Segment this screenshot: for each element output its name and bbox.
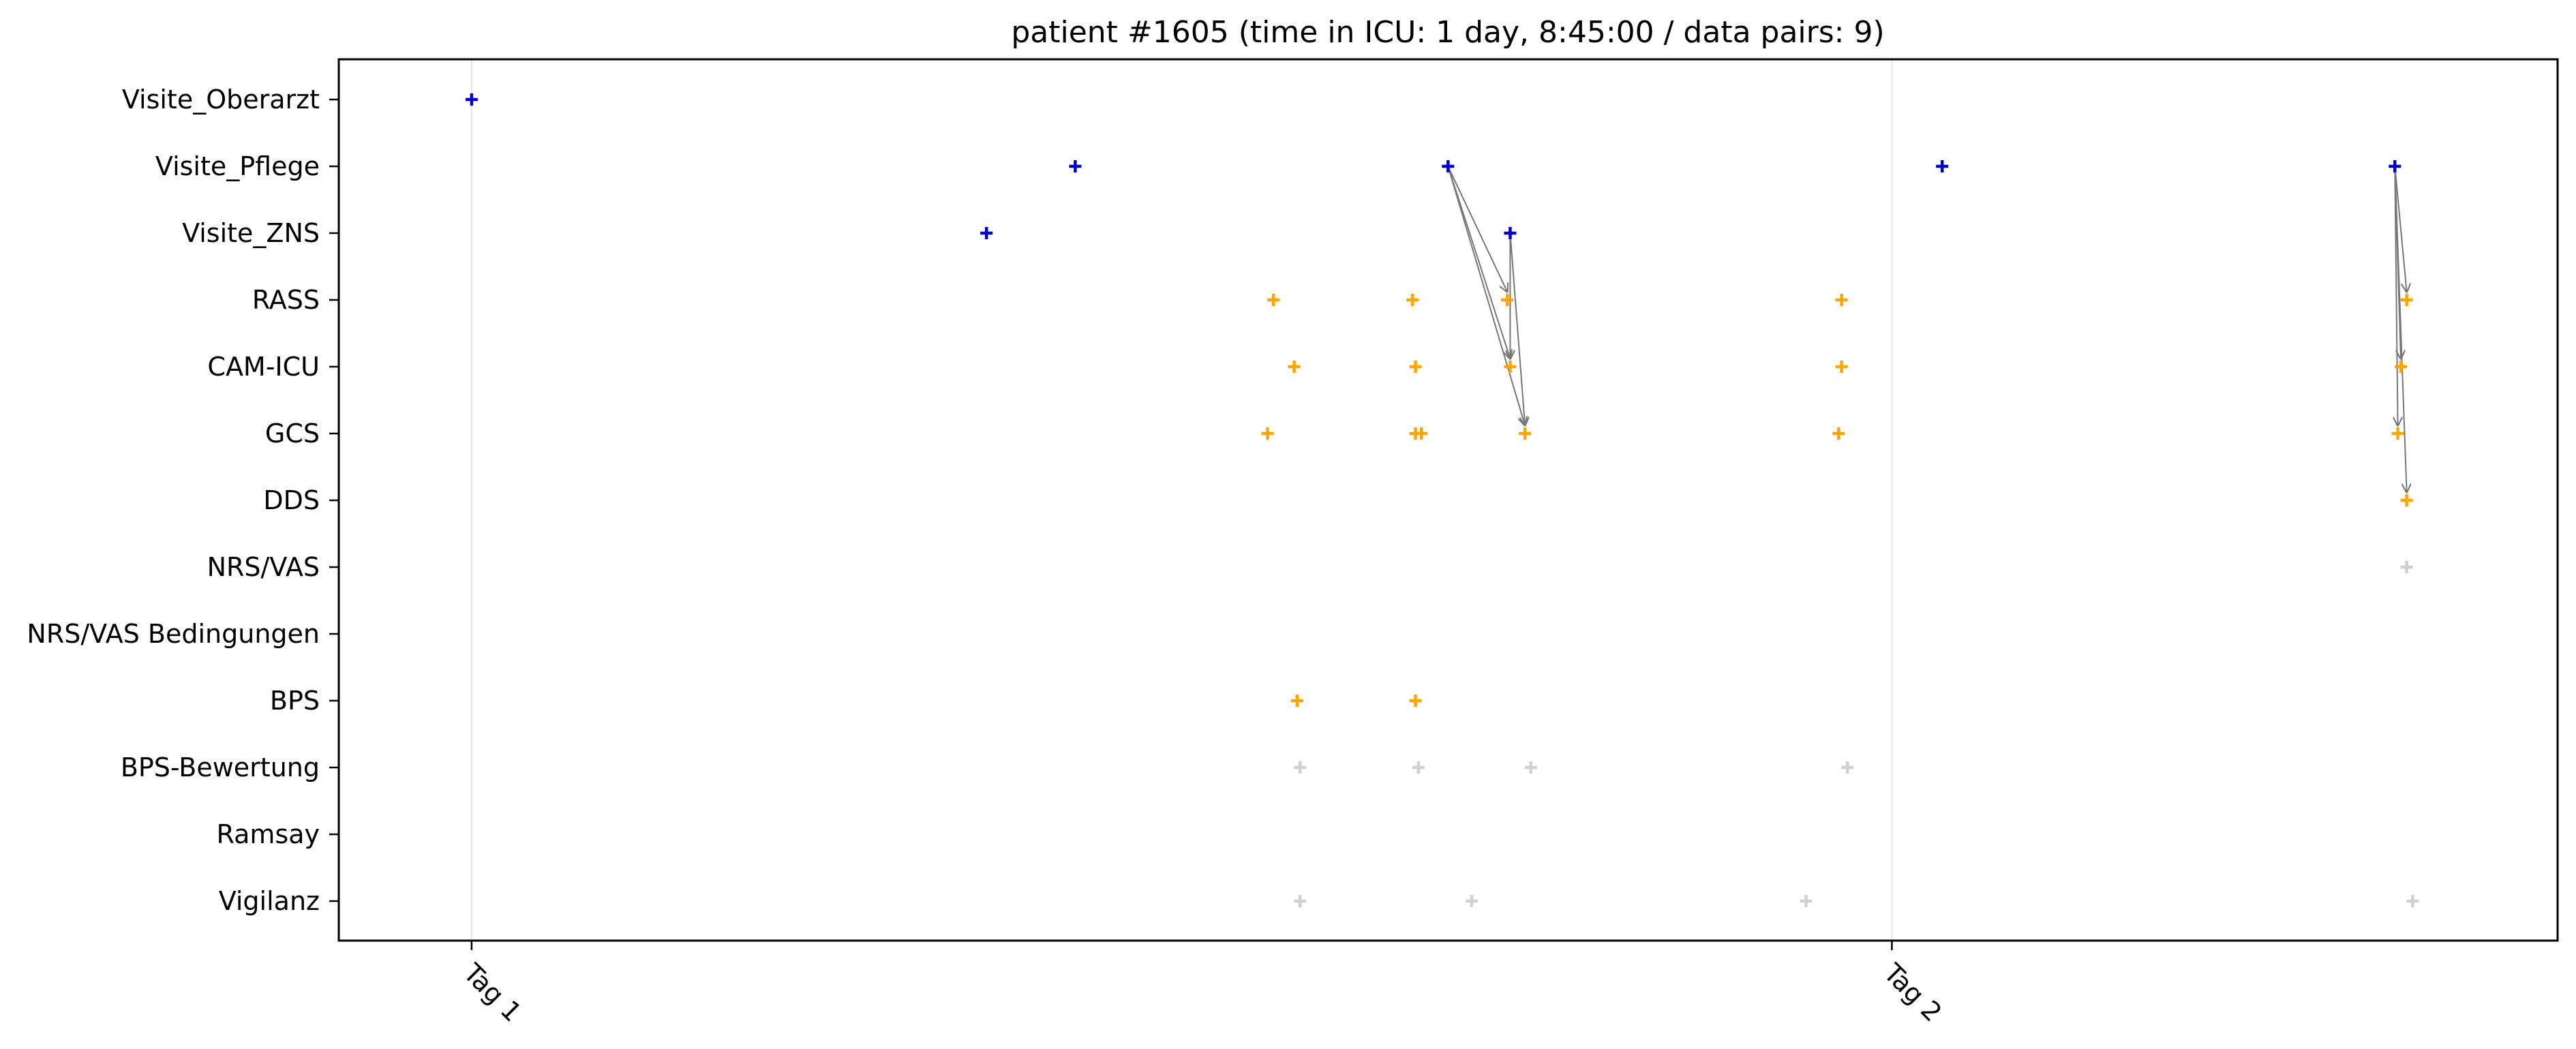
point-vigilanz <box>1800 895 1813 907</box>
y-tick-label-bps: BPS <box>270 686 320 716</box>
plot-frame <box>337 58 2559 942</box>
data-points <box>465 93 2419 907</box>
point-gcs <box>1832 427 1845 440</box>
point-bps <box>1409 695 1422 707</box>
y-tick-label-cam-icu: CAM-ICU <box>207 352 320 382</box>
point-visite-pflege <box>2389 160 2401 172</box>
point-rass <box>1501 294 1514 306</box>
pair-arrow <box>2394 166 2406 292</box>
point-visite-oberarzt <box>465 93 478 106</box>
point-cam-icu <box>1288 361 1301 373</box>
point-bps-bewertung <box>1412 761 1425 774</box>
point-rass <box>2400 294 2413 306</box>
point-rass <box>1406 294 1419 306</box>
point-visite-pflege <box>1442 160 1455 172</box>
point-visite-zns <box>1504 227 1517 239</box>
point-dds <box>2400 494 2413 506</box>
pair-arrow <box>2394 166 2406 492</box>
point-visite-pflege <box>1936 160 1949 172</box>
point-bps-bewertung <box>1841 761 1854 774</box>
point-visite-pflege <box>1069 160 1082 172</box>
y-tick-label-gcs: GCS <box>265 419 320 449</box>
point-cam-icu <box>1835 361 1848 373</box>
y-tick-label-nrs-vas: NRS/VAS <box>207 552 320 582</box>
x-tick-label: Tag 2 <box>1877 958 1948 1028</box>
point-bps-bewertung <box>1524 761 1537 774</box>
point-visite-zns <box>980 227 993 239</box>
y-tick-label-vigilanz: Vigilanz <box>219 886 320 916</box>
point-vigilanz <box>2406 895 2419 907</box>
y-axis: Visite_Oberarzt Visite_Pflege Visite_ZNS RA… <box>27 85 339 916</box>
point-rass <box>1267 294 1280 306</box>
y-tick-label-visite-oberarzt: Visite_Oberarzt <box>122 85 320 115</box>
y-tick-label-ramsay: Ramsay <box>217 819 320 849</box>
pair-arrow <box>1447 166 1525 425</box>
y-tick-label-visite-pflege: Visite_Pflege <box>155 151 320 181</box>
y-tick-label-rass: RASS <box>252 285 320 315</box>
point-rass <box>1835 294 1848 306</box>
y-tick-label-bps-bewertung: BPS-Bewertung <box>121 752 320 782</box>
point-bps-bewertung <box>1294 761 1307 774</box>
point-vigilanz <box>1466 895 1479 907</box>
point-bps <box>1290 695 1303 707</box>
point-vigilanz <box>1294 895 1307 907</box>
pair-arrow <box>1447 166 1510 359</box>
x-axis: Tag 1 Tag 2 <box>457 941 1948 1027</box>
data-pairs <box>1447 166 2406 492</box>
point-gcs <box>1261 427 1274 440</box>
point-cam-icu <box>2394 361 2407 373</box>
point-cam-icu <box>1504 361 1517 373</box>
point-cam-icu <box>1409 361 1422 373</box>
pair-arrow <box>1447 166 1507 292</box>
y-tick-label-dds: DDS <box>263 485 320 515</box>
pair-arrow <box>1509 232 1525 425</box>
y-tick-label-visite-zns: Visite_ZNS <box>182 218 320 248</box>
point-gcs <box>2391 427 2404 440</box>
chart-title: patient #1605 (time in ICU: 1 day, 8:45:… <box>1011 15 1884 50</box>
x-tick-label: Tag 1 <box>457 958 528 1028</box>
point-nrs-vas <box>2400 561 2413 573</box>
pair-arrow <box>2395 166 2397 425</box>
point-gcs <box>1519 427 1532 440</box>
grid <box>470 59 1893 941</box>
point-gcs <box>1415 427 1428 440</box>
y-tick-label-nrs-vas-bedingungen: NRS/VAS Bedingungen <box>27 619 320 649</box>
